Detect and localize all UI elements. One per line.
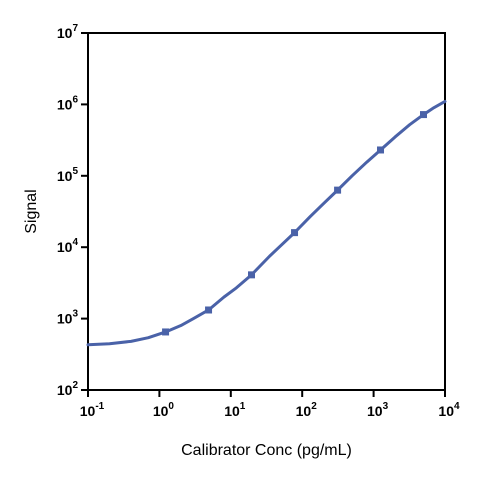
y-tick-label-3-exponent: 5 xyxy=(72,166,78,177)
x-tick-label-3: 102 xyxy=(296,401,318,419)
y-tick-label-5: 107 xyxy=(57,23,79,41)
y-tick-label-5-exponent: 7 xyxy=(72,23,78,34)
series-0-point-0 xyxy=(162,328,170,336)
x-tick-label-2-base: 10 xyxy=(224,403,240,419)
y-tick-label-0: 102 xyxy=(57,380,79,398)
y-tick-label-1-base: 10 xyxy=(57,311,73,327)
y-tick-label-2-exponent: 4 xyxy=(72,237,78,248)
x-tick-label-4-exponent: 3 xyxy=(383,401,389,412)
y-tick-label-5-base: 10 xyxy=(57,25,73,41)
plot-frame xyxy=(87,32,446,391)
y-tick-label-4-exponent: 6 xyxy=(72,94,78,105)
x-tick-label-3-base: 10 xyxy=(296,403,312,419)
series-0-point-1 xyxy=(205,306,213,314)
series-0-point-3 xyxy=(291,229,299,237)
y-tick-label-3: 105 xyxy=(57,166,79,184)
x-axis-ticks: 10-1 100 101 102 103 104 xyxy=(80,390,460,419)
x-tick-label-5: 104 xyxy=(438,401,460,419)
series-0-point-2 xyxy=(248,271,256,279)
x-tick-label-1: 100 xyxy=(153,401,175,419)
y-tick-label-1: 103 xyxy=(57,309,79,327)
y-tick-label-1-exponent: 3 xyxy=(72,309,78,320)
x-tick-label-3-exponent: 2 xyxy=(311,401,317,412)
x-tick-label-1-exponent: 0 xyxy=(168,401,174,412)
y-tick-label-3-base: 10 xyxy=(57,168,73,184)
y-tick-label-2: 104 xyxy=(57,237,79,255)
x-tick-label-4: 103 xyxy=(367,401,389,419)
y-tick-label-4-base: 10 xyxy=(57,96,73,112)
x-tick-label-1-base: 10 xyxy=(153,403,169,419)
y-tick-label-2-base: 10 xyxy=(57,239,73,255)
series-0-fit-curve xyxy=(86,99,447,347)
x-tick-label-5-base: 10 xyxy=(438,403,454,419)
x-tick-label-0-exponent: -1 xyxy=(95,401,104,412)
series-layer xyxy=(86,99,447,347)
series-0-point-5 xyxy=(377,146,385,154)
y-tick-label-0-exponent: 2 xyxy=(72,380,78,391)
y-axis-label: Signal xyxy=(23,189,40,233)
x-tick-label-0-base: 10 xyxy=(80,403,96,419)
series-0-point-4 xyxy=(334,186,342,194)
x-axis-label: Calibrator Conc (pg/mL) xyxy=(181,442,352,459)
x-tick-label-4-base: 10 xyxy=(367,403,383,419)
x-tick-label-5-exponent: 4 xyxy=(454,401,460,412)
y-tick-label-4: 106 xyxy=(57,94,79,112)
x-tick-label-2: 101 xyxy=(224,401,246,419)
y-tick-label-0-base: 10 xyxy=(57,382,73,398)
x-tick-label-0: 10-1 xyxy=(80,401,105,419)
x-tick-label-2-exponent: 1 xyxy=(240,401,246,412)
series-0-point-6 xyxy=(420,111,428,119)
